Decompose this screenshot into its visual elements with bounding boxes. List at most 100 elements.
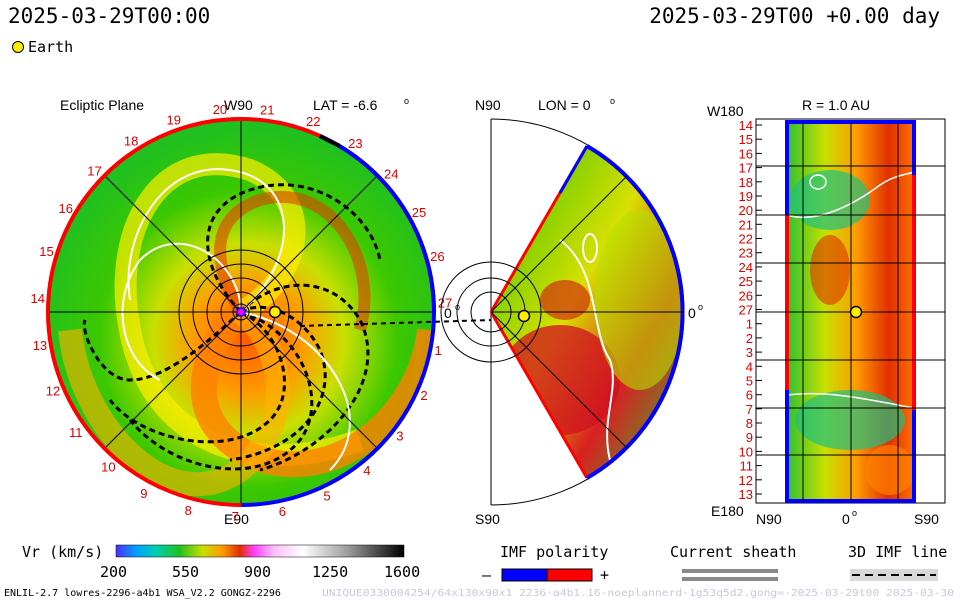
shell-x-tick-n90: N90 <box>756 511 782 527</box>
rotation-number: 23 <box>348 136 362 151</box>
colorbar-tick-900: 900 <box>244 563 271 581</box>
shell-x-degree: o <box>852 508 857 518</box>
rotation-number: 13 <box>33 338 47 353</box>
rotation-number: 11 <box>69 425 83 440</box>
shell-r-label: R = 1.0 AU <box>802 97 870 113</box>
sun-marker <box>236 307 246 317</box>
colorbar-legend: Vr (km/s) 200 550 900 1250 1600 <box>22 543 420 581</box>
earth-marker-meridional <box>517 309 531 323</box>
shell-y-tick: 17 <box>739 161 753 176</box>
rotation-number: 24 <box>384 167 398 182</box>
shell-panel: R = 1.0 AU W180 E180 1415161718192021222… <box>707 97 946 527</box>
rotation-number: 2 <box>420 388 427 403</box>
ecliptic-panel: Ecliptic Plane W90 LAT = -6.6 o E90 0 o … <box>31 96 461 527</box>
earth-marker-icon <box>12 41 24 53</box>
rotation-number: 12 <box>46 384 60 399</box>
rotation-number: 4 <box>363 463 370 478</box>
shell-x-tick-s90: S90 <box>914 511 939 527</box>
shell-top-left: W180 <box>707 103 744 119</box>
rotation-number: 3 <box>396 429 403 444</box>
imf-positive-swatch <box>546 568 593 582</box>
ecliptic-title: Ecliptic Plane <box>60 97 144 113</box>
shell-y-tick: 14 <box>739 118 753 133</box>
imf-polarity-title: IMF polarity <box>500 543 608 561</box>
shell-y-tick: 5 <box>746 374 753 389</box>
rotation-number: 17 <box>87 163 101 178</box>
current-sheath-legend: Current sheath <box>670 543 796 581</box>
shell-y-tick: 7 <box>746 402 753 417</box>
imf-link-line <box>299 319 492 327</box>
rotation-number: 26 <box>430 249 444 264</box>
rotation-number: 8 <box>185 503 192 518</box>
shell-y-tick: 18 <box>739 175 753 190</box>
rotation-number: 19 <box>167 113 181 128</box>
earth-legend-label: Earth <box>28 38 74 56</box>
earth-legend: Earth <box>12 38 73 56</box>
rotation-number: 7 <box>232 509 239 524</box>
current-sheath-swatch-top <box>682 569 778 573</box>
ecliptic-lat-degree: o <box>404 96 409 106</box>
colorbar-label: Vr (km/s) <box>22 543 103 561</box>
shell-y-tick: 9 <box>746 430 753 445</box>
shell-y-tick: 4 <box>746 359 753 374</box>
rotation-number: 10 <box>101 460 115 475</box>
ecliptic-lat-label: LAT = -6.6 <box>313 97 378 113</box>
shell-x-tick-0: 0 <box>842 511 850 527</box>
rotation-number: 27 <box>438 296 452 311</box>
colorbar-tick-550: 550 <box>172 563 199 581</box>
ecliptic-bottom-label: E90 <box>224 511 249 527</box>
rotation-number: 1 <box>435 343 442 358</box>
rotation-number: 15 <box>39 244 53 259</box>
footer-left: ENLIL-2.7 lowres-2296-a4b1 WSA_V2.2 GONG… <box>4 588 281 599</box>
rotation-number: 16 <box>59 201 73 216</box>
colorbar-tick-200: 200 <box>100 563 127 581</box>
shell-y-tick: 27 <box>739 303 753 318</box>
shell-y-tick: 26 <box>739 288 753 303</box>
header-left-time: 2025-03-29T00:00 <box>8 4 211 28</box>
shell-y-tick: 8 <box>746 416 753 431</box>
imf-line-title: 3D IMF line <box>848 543 947 561</box>
imf-negative-swatch <box>501 568 548 582</box>
imf-polarity-plus: + <box>600 566 609 584</box>
shell-y-ticks: 1415161718192021222324252627123456789101… <box>739 118 762 502</box>
ecliptic-top-label: W90 <box>224 97 253 113</box>
colorbar-tick-1600: 1600 <box>384 563 420 581</box>
shell-y-tick: 1 <box>746 317 753 332</box>
rotation-number: 5 <box>323 488 330 503</box>
imf-polarity-legend: IMF polarity – + <box>482 543 609 584</box>
shell-y-tick: 20 <box>739 203 753 218</box>
shell-y-tick: 15 <box>739 132 753 147</box>
meridional-zero-label: 0 <box>688 305 696 321</box>
rotation-number: 20 <box>213 102 227 117</box>
meridional-top-label: N90 <box>475 97 501 113</box>
colorbar-tick-1250: 1250 <box>312 563 348 581</box>
current-sheath-swatch-bottom <box>682 577 778 581</box>
shell-y-tick: 13 <box>739 487 753 502</box>
shell-y-tick: 19 <box>739 189 753 204</box>
shell-y-tick: 10 <box>739 444 753 459</box>
meridional-zero-degree: o <box>698 302 703 312</box>
shell-y-tick: 23 <box>739 246 753 261</box>
rotation-number: 22 <box>306 114 320 129</box>
rotation-number: 18 <box>124 133 138 148</box>
rotation-number: 21 <box>260 103 274 118</box>
rotation-number: 14 <box>31 291 45 306</box>
meridional-lon-label: LON = 0 <box>538 97 591 113</box>
shell-y-tick: 11 <box>740 459 754 474</box>
shell-y-tick: 22 <box>739 232 753 247</box>
meridional-panel: N90 LON = 0 o S90 0 o <box>440 96 703 527</box>
rotation-number: 25 <box>412 205 426 220</box>
earth-marker-ecliptic <box>268 305 282 319</box>
imf-line-legend: 3D IMF line <box>848 543 947 581</box>
ecliptic-spiral-structures <box>58 153 434 497</box>
shell-y-tick: 3 <box>746 345 753 360</box>
rotation-number: 6 <box>279 504 286 519</box>
footer-right: UNIQUE0330004254/64x130x90x1 2236-a4b1.1… <box>322 588 954 599</box>
shell-y-tick: 25 <box>739 274 753 289</box>
meridional-bottom-label: S90 <box>475 511 500 527</box>
colorbar <box>115 544 405 558</box>
shell-y-tick: 16 <box>739 146 753 161</box>
current-sheath-title: Current sheath <box>670 543 796 561</box>
rotation-number: 9 <box>140 486 147 501</box>
